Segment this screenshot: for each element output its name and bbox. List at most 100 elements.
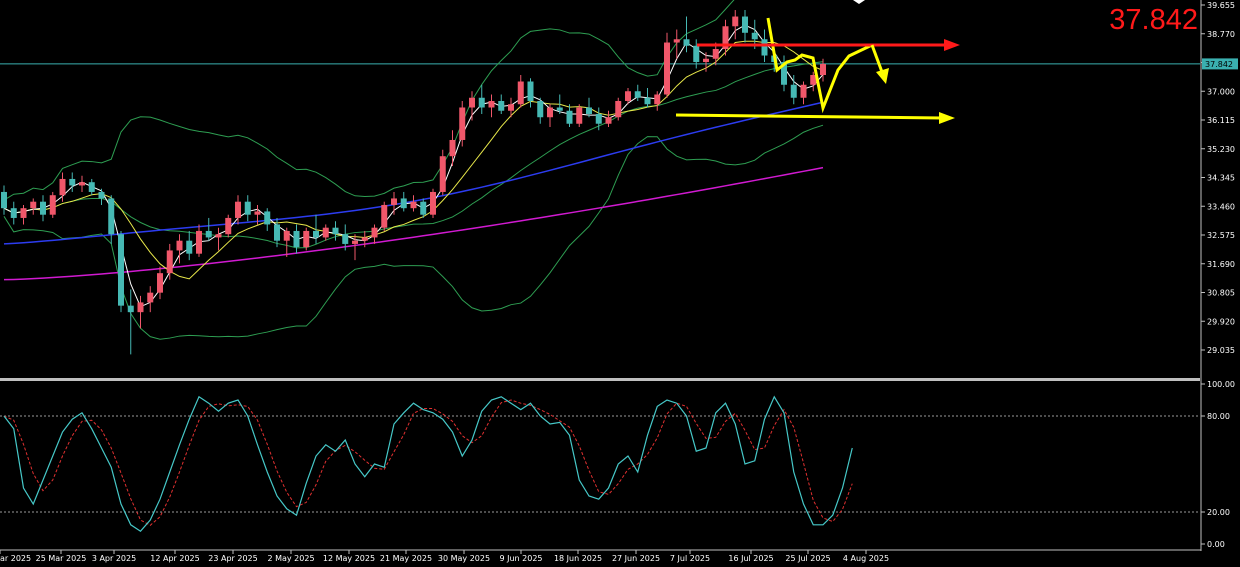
candle-body: [634, 91, 641, 98]
current-price-label: 37.842: [1202, 58, 1238, 70]
price-tick-label: 37.000: [1207, 87, 1235, 96]
price-tick-label: 36.115: [1207, 116, 1235, 125]
stochastic-panel: [0, 395, 1200, 532]
time-tick-label: 12 May 2025: [323, 554, 375, 563]
candle-body: [625, 91, 631, 101]
candle-body: [176, 240, 183, 251]
candle-body: [30, 201, 37, 209]
candle-body: [400, 198, 407, 209]
candle-body: [127, 305, 134, 313]
time-tick-label: 30 May 2025: [438, 554, 490, 563]
time-tick-label: 21 May 2025: [380, 554, 432, 563]
candle-body: [391, 198, 397, 205]
candle-body: [215, 234, 222, 238]
price-tick-label: 38.770: [1207, 30, 1235, 39]
ma-slow-line: [3, 40, 824, 280]
time-tick-label: 7 Jul 2025: [670, 554, 710, 563]
candle-body: [722, 26, 729, 50]
candle-body: [244, 201, 251, 215]
candle-body: [664, 42, 670, 95]
candle-body: [49, 195, 56, 215]
time-tick-label: 16 Jul 2025: [728, 554, 773, 563]
candle-body: [118, 234, 124, 306]
candle-body: [469, 97, 475, 108]
price-tick-label: 39.655: [1207, 1, 1235, 10]
candle-body: [166, 250, 173, 274]
candle-body: [605, 117, 612, 124]
candle-body: [420, 201, 427, 215]
time-tick-label: 9 Jun 2025: [499, 554, 542, 563]
candle-body: [322, 227, 329, 238]
candle-body: [537, 100, 544, 118]
price-panel: [0, 0, 1200, 355]
candle-body: [10, 208, 17, 218]
candle-body: [566, 110, 573, 124]
candle-body: [196, 230, 202, 254]
candle-body: [69, 178, 76, 186]
candle-body: [800, 84, 807, 98]
candle-body: [508, 104, 514, 111]
time-tick-label: 12 Apr 2025: [150, 554, 199, 563]
time-tick-label: 23 Apr 2025: [208, 554, 257, 563]
panel-separator: [0, 378, 1200, 381]
candle-body: [547, 107, 553, 118]
candle-body: [488, 100, 495, 108]
time-tick-label: 2 May 2025: [267, 554, 314, 563]
candle-body: [517, 81, 524, 105]
candle-body: [449, 139, 456, 157]
oscillator-tick-label: 0.00: [1207, 540, 1225, 549]
stochastic-signal-line: [3, 399, 853, 526]
svg-text:37.842: 37.842: [1205, 60, 1233, 69]
candle-body: [693, 45, 700, 63]
time-tick-label: 25 Mar 2025: [36, 554, 87, 563]
candle-body: [703, 58, 709, 63]
candle-body: [586, 107, 592, 114]
candle-body: [147, 292, 154, 303]
candle-body: [108, 198, 115, 235]
candle-body: [781, 62, 787, 85]
current-price-display: 37.842: [1109, 4, 1198, 36]
candle-body: [79, 182, 85, 186]
candle-body: [313, 230, 319, 238]
projection-down-line: [870, 44, 884, 73]
time-tick-label: 27 Jun 2025: [612, 554, 660, 563]
price-tick-label: 29.035: [1207, 346, 1235, 355]
candle-body: [264, 211, 271, 225]
candle-body: [732, 16, 739, 27]
candle-body: [352, 240, 358, 244]
projection-down-arrowhead: [876, 68, 889, 84]
candles: [1, 10, 826, 355]
candle-body: [20, 208, 27, 218]
candle-body: [283, 230, 290, 241]
candle-body: [644, 97, 651, 105]
price-tick-label: 33.460: [1207, 202, 1235, 211]
candle-body: [157, 273, 163, 293]
time-tick-label: ar 2025: [0, 554, 31, 563]
candle-body: [712, 49, 719, 59]
candle-body: [527, 81, 534, 101]
trend-annotations: [675, 17, 960, 124]
candle-body: [186, 240, 193, 254]
candle-body: [254, 211, 261, 215]
candle-body: [303, 230, 310, 248]
time-tick-label: 18 Jun 2025: [554, 554, 602, 563]
candle-body: [40, 201, 46, 215]
zigzag-arrow-path: [766, 17, 873, 114]
bollinger-middle-band: [3, 61, 824, 249]
candle-body: [459, 107, 466, 140]
candle-body: [751, 32, 758, 40]
candle-body: [654, 94, 661, 105]
price-tick-label: 30.805: [1207, 289, 1235, 298]
candle-body: [498, 100, 505, 111]
candle-body: [88, 182, 95, 192]
candle-body: [371, 227, 378, 238]
candle-body: [137, 302, 144, 313]
candle-body: [1, 191, 7, 209]
candle-body: [439, 156, 446, 192]
scroll-marker-icon: [853, 0, 865, 4]
candle-body: [478, 97, 485, 108]
time-tick-label: 25 Jul 2025: [785, 554, 830, 563]
resistance-arrowhead: [944, 39, 960, 51]
candle-body: [205, 230, 212, 238]
